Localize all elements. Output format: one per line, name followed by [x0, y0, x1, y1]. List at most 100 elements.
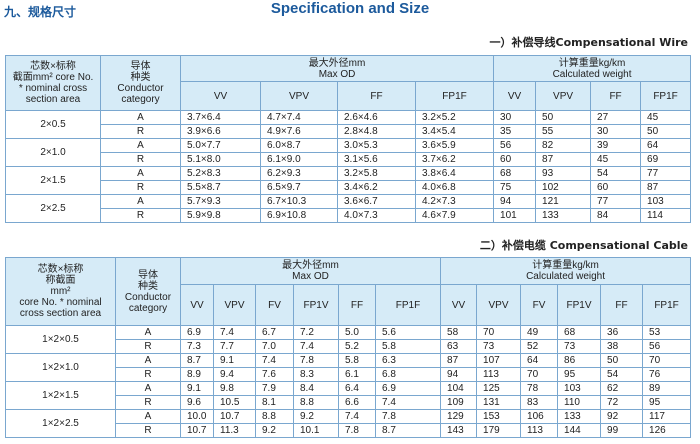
data-row: 2×0.5 A 3.7×6.4 4.7×7.4 2.6×4.6 3.2×5.2 30 50 27…: [5, 110, 692, 139]
weight-cell: 78: [520, 381, 559, 396]
page-title: Specification and Size: [270, 0, 430, 17]
weight-cell: 104: [440, 381, 478, 396]
header-line: 最大外径mm: [308, 57, 366, 69]
header-line: 种类: [130, 72, 151, 83]
data-row: R 7.3 7.7 7.0 7.4 5.2 5.8 63 73 52 73 38 56: [6, 339, 692, 354]
weight-cell: 70: [476, 325, 522, 340]
weight-cell: 95: [557, 367, 602, 382]
header-line: Max OD: [318, 68, 356, 80]
weight-cell: 63: [440, 339, 478, 354]
od-cell: 9.1: [180, 381, 214, 396]
od-cell: 2.6×4.6: [337, 110, 416, 125]
weight-cell: 103: [557, 381, 602, 396]
header-line: 截面mm² core No.: [12, 72, 94, 83]
header-line: 计算重量kg/km: [532, 260, 599, 271]
weight-cell: 70: [520, 367, 559, 382]
od-cell: 6.9×10.8: [260, 208, 338, 223]
weight-cell: 62: [600, 381, 644, 396]
spec-cell: 2×1.5: [5, 166, 101, 195]
weight-cell: 114: [640, 208, 692, 223]
header-line: 计算重量kg/km: [558, 57, 626, 69]
od-cell: 7.2: [293, 325, 339, 340]
header-line: 导体: [130, 61, 151, 72]
column-header: FV: [520, 284, 559, 326]
od-cell: 4.9×7.6: [260, 124, 338, 139]
weight-cell: 30: [590, 124, 642, 139]
od-cell: 6.1: [338, 367, 376, 382]
weight-cell: 109: [440, 395, 478, 410]
od-cell: 7.4: [293, 339, 339, 354]
header-cell: 芯数×标称 截面mm² core No. * nominal cross sectio…: [5, 55, 101, 111]
weight-cell: 125: [476, 381, 522, 396]
od-cell: 7.4: [338, 409, 376, 424]
od-cell: 7.3: [180, 339, 214, 354]
weight-cell: 87: [535, 152, 592, 167]
weight-cell: 107: [476, 353, 522, 368]
od-cell: 7.8: [374, 409, 442, 424]
weight-cell: 39: [590, 138, 642, 153]
spec-cell: 2×0.5: [5, 110, 101, 139]
conductor-cell: R: [115, 367, 181, 382]
conductor-cell: A: [115, 381, 181, 396]
header-line: category: [121, 94, 160, 105]
weight-cell: 36: [600, 325, 644, 340]
od-cell: 3.7×6.2: [414, 152, 495, 167]
od-cell: 2.8×4.8: [337, 124, 416, 139]
od-cell: 6.3: [374, 353, 442, 368]
od-cell: 7.4: [213, 325, 256, 340]
od-cell: 6.9: [180, 325, 214, 340]
data-row: R 10.7 11.3 9.2 10.1 7.8 8.7 143 179 113 144 99 126: [6, 423, 692, 438]
header-line: 称截面: [45, 275, 76, 286]
od-cell: 6.6: [338, 395, 376, 410]
od-cell: 8.8: [293, 395, 339, 410]
column-header: FV: [255, 284, 294, 326]
conductor-cell: A: [100, 166, 181, 181]
od-cell: 3.8×6.4: [414, 166, 495, 181]
od-cell: 6.2×9.3: [260, 166, 338, 181]
weight-cell: 77: [590, 194, 642, 209]
od-cell: 4.2×7.3: [414, 194, 495, 209]
weight-cell: 103: [640, 194, 692, 209]
weight-cell: 58: [440, 325, 478, 340]
weight-cell: 93: [535, 166, 592, 181]
conductor-cell: R: [100, 180, 181, 195]
header-line: category: [128, 302, 168, 314]
weight-cell: 56: [493, 138, 537, 153]
conductor-cell: R: [100, 208, 181, 223]
header-cell: 计算重量kg/km Calculated weight: [493, 55, 692, 82]
od-cell: 9.2: [255, 423, 294, 438]
weight-cell: 27: [590, 110, 642, 125]
weight-cell: 54: [600, 367, 644, 382]
spec-table: 芯数×标称 称截面 mm² core No. * nominal cross secti…: [5, 257, 692, 438]
weight-cell: 133: [535, 208, 592, 223]
header-line: * nominal cross: [18, 83, 88, 94]
od-cell: 10.1: [293, 423, 339, 438]
header-line: cross section area: [19, 308, 102, 319]
conductor-cell: R: [115, 423, 181, 438]
od-cell: 11.3: [213, 423, 256, 438]
column-header: FP1F: [642, 284, 692, 326]
header-cell: 芯数×标称 称截面 mm² core No. * nominal cross secti…: [5, 257, 116, 326]
weight-cell: 110: [557, 395, 602, 410]
header-cell: 导体 种类 Conductor category: [100, 55, 181, 111]
od-cell: 3.0×5.3: [337, 138, 416, 153]
weight-cell: 56: [642, 339, 692, 354]
data-row: R 8.9 9.4 7.6 8.3 6.1 6.8 94 113 70 95 54 76: [6, 367, 692, 382]
spec-cell: 1×2×1.5: [5, 381, 116, 410]
weight-cell: 106: [520, 409, 559, 424]
od-cell: 8.9: [180, 367, 214, 382]
weight-cell: 64: [640, 138, 692, 153]
weight-cell: 102: [535, 180, 592, 195]
header-line: 芯数×标称: [37, 264, 84, 275]
column-header: FP1F: [374, 284, 442, 326]
weight-cell: 95: [642, 395, 692, 410]
header-line: section area: [25, 94, 81, 105]
table-caption: 一）补偿导线Compensational Wire: [489, 36, 688, 49]
data-row: 1×2×0.5 A 6.9 7.4 6.7 7.2 5.0 5.6 58 70 49 68 36 53: [5, 325, 692, 354]
weight-cell: 76: [642, 367, 692, 382]
weight-cell: 94: [440, 367, 478, 382]
weight-cell: 38: [600, 339, 644, 354]
data-row: 1×2×1.0 A 8.7 9.1 7.4 7.8 5.8 6.3 87 107 64 86 50 70: [5, 353, 692, 382]
column-header: VPV: [260, 81, 338, 111]
